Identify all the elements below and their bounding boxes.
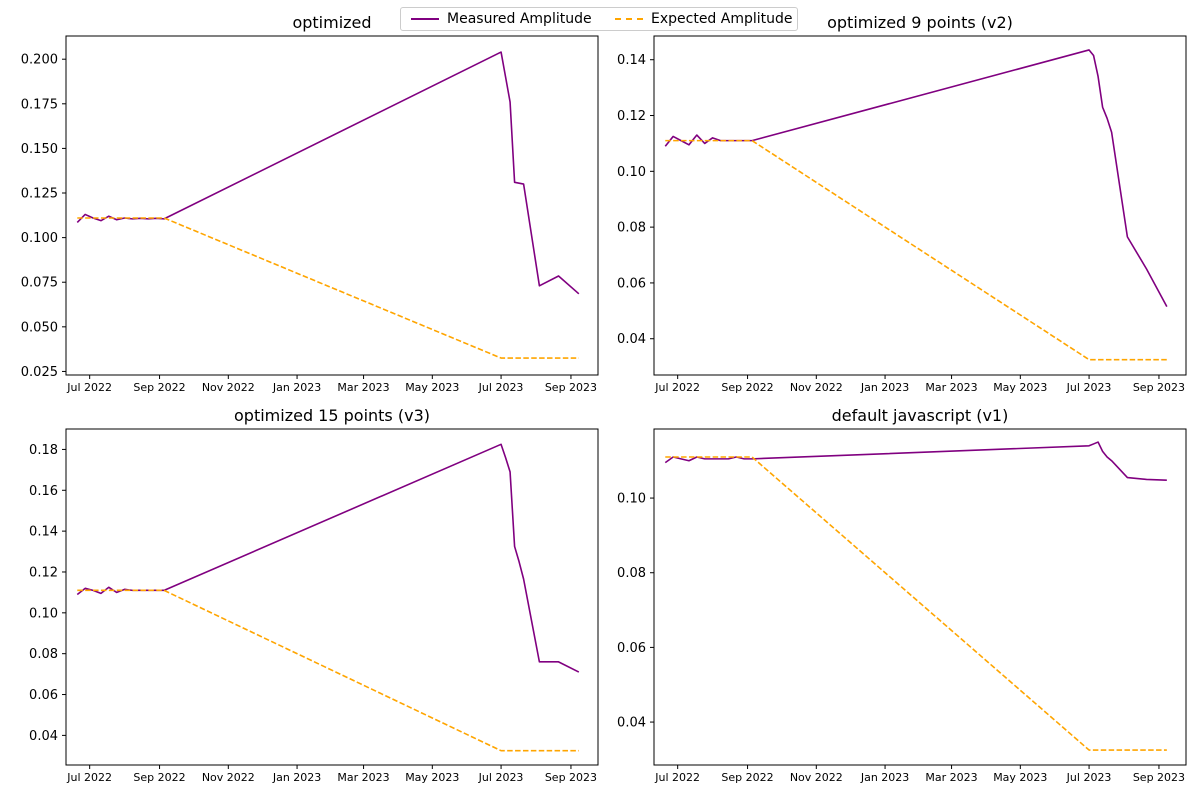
y-tick-label: 0.125 [21,187,58,202]
y-tick-label: 0.18 [29,443,58,458]
measured-amplitude-line [664,49,1168,308]
plot-frame [65,35,599,376]
x-tick-label: May 2023 [405,771,459,784]
x-tick-label: Jan 2023 [860,381,909,394]
x-tick-label: Sep 2022 [721,771,773,784]
x-tick-label: Sep 2023 [1133,771,1185,784]
chart-title: optimized 9 points (v2) [827,13,1013,32]
x-tick-label: May 2023 [993,381,1047,394]
y-tick-label: 0.06 [617,641,646,656]
expected-amplitude-line [665,139,1167,361]
y-tick-label: 0.050 [21,320,58,335]
legend-item-expected: Expected Amplitude [615,11,793,27]
x-tick-label: Jul 2023 [1066,381,1112,394]
y-tick-label: 0.10 [617,165,646,180]
y-tick-label: 0.12 [29,565,58,580]
x-tick-label: Nov 2022 [202,771,255,784]
chart-title: default javascript (v1) [832,406,1009,425]
x-tick-label: Nov 2022 [790,381,843,394]
x-tick-label: May 2023 [993,771,1047,784]
x-tick-label: Mar 2023 [337,381,389,394]
x-tick-label: Nov 2022 [790,771,843,784]
x-tick-label: Nov 2022 [202,381,255,394]
legend-item-measured: Measured Amplitude [411,11,592,27]
x-tick-label: Jul 2022 [654,381,700,394]
y-tick-label: 0.08 [617,221,646,236]
x-tick-label: May 2023 [405,381,459,394]
y-tick-label: 0.075 [21,276,58,291]
legend-swatch-expected [615,18,643,20]
y-tick-label: 0.14 [29,525,58,540]
chart-panel-2: optimized 9 points (v2) Jul 2022 Sep 2022 N… [617,13,1187,394]
measured-amplitude-line [664,441,1167,481]
y-tick-label: 0.10 [617,492,646,507]
plot-frame [653,428,1187,766]
y-tick-label: 0.08 [617,566,646,581]
y-tick-label: 0.100 [21,231,58,246]
x-tick-label: Sep 2022 [721,381,773,394]
chart-title: optimized 15 points (v3) [234,406,430,425]
measured-amplitude-line [76,51,580,295]
y-tick-label: 0.04 [617,716,646,731]
y-tick-label: 0.12 [617,109,646,124]
expected-amplitude-line [77,589,579,752]
x-tick-label: Jan 2023 [272,771,321,784]
y-tick-label: 0.175 [21,97,58,112]
x-tick-label: Mar 2023 [337,771,389,784]
chart-panel-3: optimized 15 points (v3) Jul 2022 Sep 2022… [29,406,599,784]
x-tick-label: Jul 2023 [478,381,524,394]
x-tick-label: Sep 2023 [545,381,597,394]
plot-frame [653,35,1187,376]
legend-label-expected: Expected Amplitude [651,11,793,27]
x-tick-label: Jan 2023 [860,771,909,784]
y-tick-label: 0.10 [29,606,58,621]
y-tick-label: 0.06 [29,688,58,703]
legend: Measured Amplitude Expected Amplitude [400,7,798,31]
expected-amplitude-line [77,217,579,359]
expected-amplitude-line [665,456,1167,751]
x-tick-label: Jul 2022 [66,771,112,784]
chart-panel-1: optimized Jul 2022 Sep 2022 Nov 2022 Jan 202… [21,13,599,394]
measured-amplitude-line [76,443,580,673]
x-tick-label: Jan 2023 [272,381,321,394]
x-tick-label: Jul 2023 [1066,771,1112,784]
x-tick-label: Sep 2022 [133,381,185,394]
x-tick-label: Jul 2022 [66,381,112,394]
legend-swatch-measured [411,18,439,20]
x-tick-label: Mar 2023 [925,771,977,784]
x-tick-label: Mar 2023 [925,381,977,394]
y-tick-label: 0.16 [29,484,58,499]
y-tick-label: 0.04 [29,729,58,744]
x-tick-label: Sep 2022 [133,771,185,784]
y-tick-label: 0.200 [21,53,58,68]
x-tick-label: Jul 2023 [478,771,524,784]
x-tick-label: Sep 2023 [1133,381,1185,394]
plot-frame [65,428,599,766]
chart-panel-4: default javascript (v1) Jul 2022 Sep 2022 N… [617,406,1187,784]
legend-label-measured: Measured Amplitude [447,11,592,27]
y-tick-label: 0.025 [21,365,58,380]
y-tick-label: 0.14 [617,53,646,68]
x-tick-label: Jul 2022 [654,771,700,784]
y-tick-label: 0.06 [617,276,646,291]
y-tick-label: 0.08 [29,647,58,662]
x-tick-label: Sep 2023 [545,771,597,784]
y-tick-label: 0.04 [617,332,646,347]
y-tick-label: 0.150 [21,142,58,157]
chart-title: optimized [292,13,371,32]
